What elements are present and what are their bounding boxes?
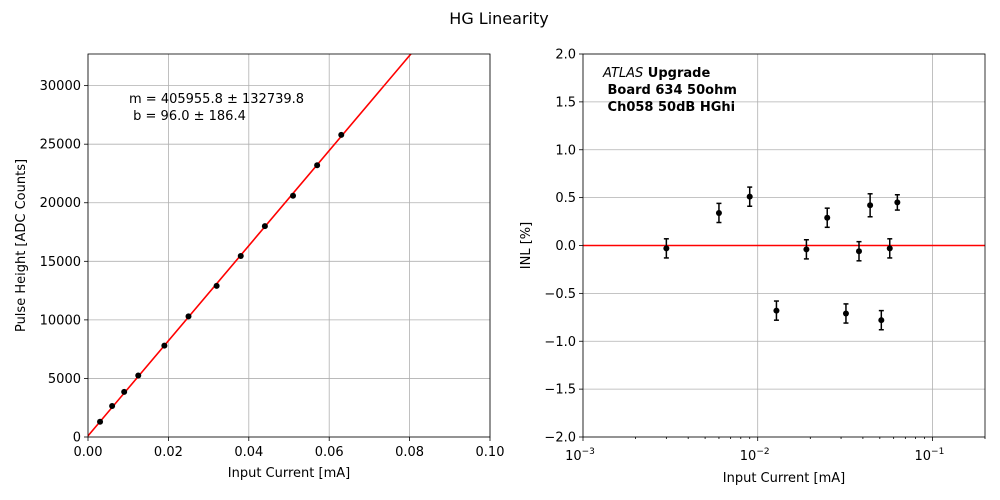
fit-annotation-intercept: b = 96.0 ± 186.4 bbox=[129, 109, 246, 124]
data-point bbox=[894, 199, 901, 206]
data-point bbox=[855, 248, 862, 255]
data-point bbox=[314, 162, 321, 169]
y-tick-label: 0.5 bbox=[555, 191, 576, 206]
y-tick-label: −1.5 bbox=[544, 383, 576, 398]
x-tick-label: 0.10 bbox=[476, 445, 505, 460]
error-bar-point bbox=[773, 300, 780, 321]
y-tick-label: 10000 bbox=[40, 313, 81, 328]
data-point bbox=[338, 131, 345, 138]
error-bar-point bbox=[842, 303, 849, 324]
y-tick-label: 0.0 bbox=[555, 239, 576, 254]
channel-annotation: Ch058 50dB HGhi bbox=[603, 100, 735, 115]
linearity-x-axis-label: Input Current [mA] bbox=[228, 466, 350, 481]
y-tick-label: 5000 bbox=[48, 372, 81, 387]
data-point bbox=[773, 307, 780, 314]
data-point bbox=[161, 342, 168, 349]
y-tick-label: 25000 bbox=[40, 138, 81, 153]
linearity-plot: 0.00 0.02 0.04 0.06 0.08 0.10 0 5000 10000 15000 2… bbox=[14, 53, 505, 481]
data-point bbox=[109, 402, 116, 409]
data-point bbox=[746, 193, 753, 200]
data-point bbox=[842, 310, 849, 317]
x-tick-label: 0.08 bbox=[395, 445, 424, 460]
linearity-y-axis-label: Pulse Height [ADC Counts] bbox=[14, 159, 29, 332]
error-bar-point bbox=[824, 207, 831, 229]
y-tick-label: 1.0 bbox=[555, 143, 576, 158]
error-bar-point bbox=[886, 238, 893, 259]
x-tick-label: 10−1 bbox=[914, 447, 944, 464]
x-tick-label: 10−2 bbox=[740, 447, 770, 464]
x-tick-label: 0.06 bbox=[315, 445, 344, 460]
data-point bbox=[663, 245, 670, 252]
y-tick-label: 30000 bbox=[40, 79, 81, 94]
board-annotation: Board 634 50ohm bbox=[603, 83, 737, 98]
x-tick-label: 10−3 bbox=[565, 447, 595, 464]
inl-y-axis-label: INL [%] bbox=[519, 222, 534, 269]
data-point bbox=[213, 282, 220, 289]
data-point bbox=[97, 418, 104, 425]
y-tick-label: 15000 bbox=[40, 255, 81, 270]
error-bar-point bbox=[878, 309, 885, 331]
data-point bbox=[261, 223, 268, 230]
x-tick-label: 0.04 bbox=[234, 445, 263, 460]
inl-plot: 10−3 10−2 10−1 −2.0 −1.5 −1.0 −0.5 0.0 0.5 1.0 1.5… bbox=[519, 48, 986, 486]
error-bar-point bbox=[715, 202, 722, 224]
inl-ticks: 10−3 10−2 10−1 −2.0 −1.5 −1.0 −0.5 0.0 0.5 1.0 1.5… bbox=[544, 48, 986, 464]
error-bar-point bbox=[855, 240, 862, 262]
error-bar-point bbox=[663, 238, 670, 259]
error-bar-point bbox=[894, 194, 901, 211]
data-point bbox=[886, 245, 893, 252]
error-bar-point bbox=[803, 239, 810, 260]
fit-annotation-slope: m = 405955.8 ± 132739.8 bbox=[129, 92, 304, 107]
linearity-plot-frame bbox=[87, 53, 491, 438]
y-tick-label: 1.5 bbox=[555, 95, 576, 110]
data-point bbox=[715, 209, 722, 216]
figure-title: HG Linearity bbox=[449, 9, 548, 28]
data-point bbox=[803, 246, 810, 253]
x-tick-label: 0.00 bbox=[74, 445, 103, 460]
experiment-suffix: Upgrade bbox=[643, 66, 710, 81]
y-tick-label: 20000 bbox=[40, 196, 81, 211]
data-point bbox=[121, 388, 128, 395]
fit-line bbox=[88, 54, 412, 437]
inl-x-axis-label: Input Current [mA] bbox=[723, 471, 845, 486]
experiment-label: ATLAS Upgrade bbox=[602, 66, 710, 81]
y-tick-label: 0 bbox=[73, 431, 81, 446]
linearity-marks bbox=[88, 54, 412, 437]
y-tick-label: 2.0 bbox=[555, 48, 576, 63]
experiment-name: ATLAS bbox=[602, 66, 643, 81]
data-point bbox=[878, 317, 885, 324]
data-point bbox=[290, 192, 297, 199]
error-bar-point bbox=[746, 186, 753, 207]
data-point bbox=[185, 313, 192, 320]
error-bar-point bbox=[867, 193, 874, 218]
linearity-ticks: 0.00 0.02 0.04 0.06 0.08 0.10 0 5000 10000 15000 2… bbox=[40, 79, 505, 460]
y-tick-label: −2.0 bbox=[544, 431, 576, 446]
y-tick-label: −0.5 bbox=[544, 287, 576, 302]
inl-marks bbox=[583, 186, 985, 331]
x-tick-label: 0.02 bbox=[154, 445, 183, 460]
data-point bbox=[867, 202, 874, 209]
data-point bbox=[135, 372, 142, 379]
data-point bbox=[824, 214, 831, 221]
y-tick-label: −1.0 bbox=[544, 335, 576, 350]
data-point bbox=[237, 253, 244, 260]
